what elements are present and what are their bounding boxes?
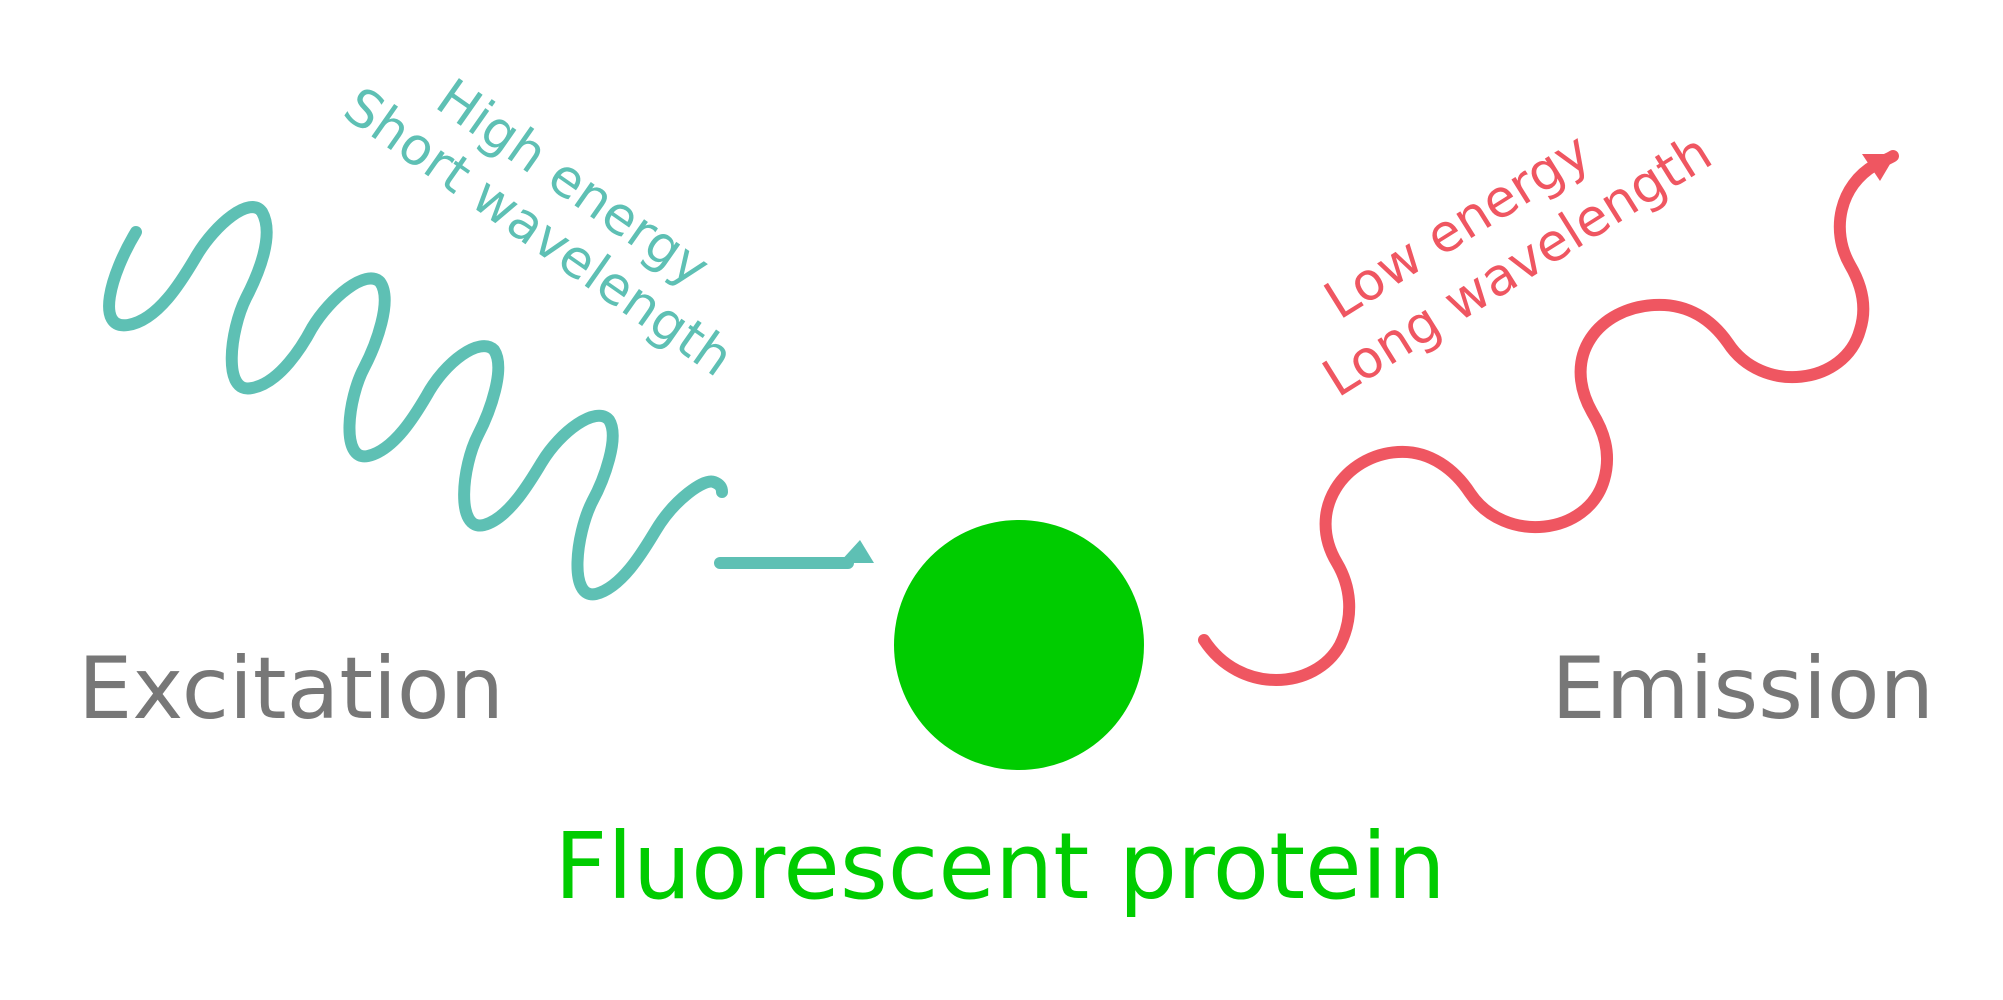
emission-label: Emission — [1551, 639, 1934, 739]
emission-annotation: Low energy Long wavelength — [1313, 122, 1722, 410]
fluorescent-protein-label: Fluorescent protein — [554, 813, 1445, 920]
excitation-label: Excitation — [78, 639, 504, 739]
excitation-annotation: High energy Short wavelength — [333, 68, 743, 389]
excitation-wave — [103, 201, 728, 601]
emission-arrowhead — [1862, 154, 1896, 181]
emission-wave — [1198, 150, 1899, 686]
fluorescent-protein-circle — [894, 520, 1144, 770]
